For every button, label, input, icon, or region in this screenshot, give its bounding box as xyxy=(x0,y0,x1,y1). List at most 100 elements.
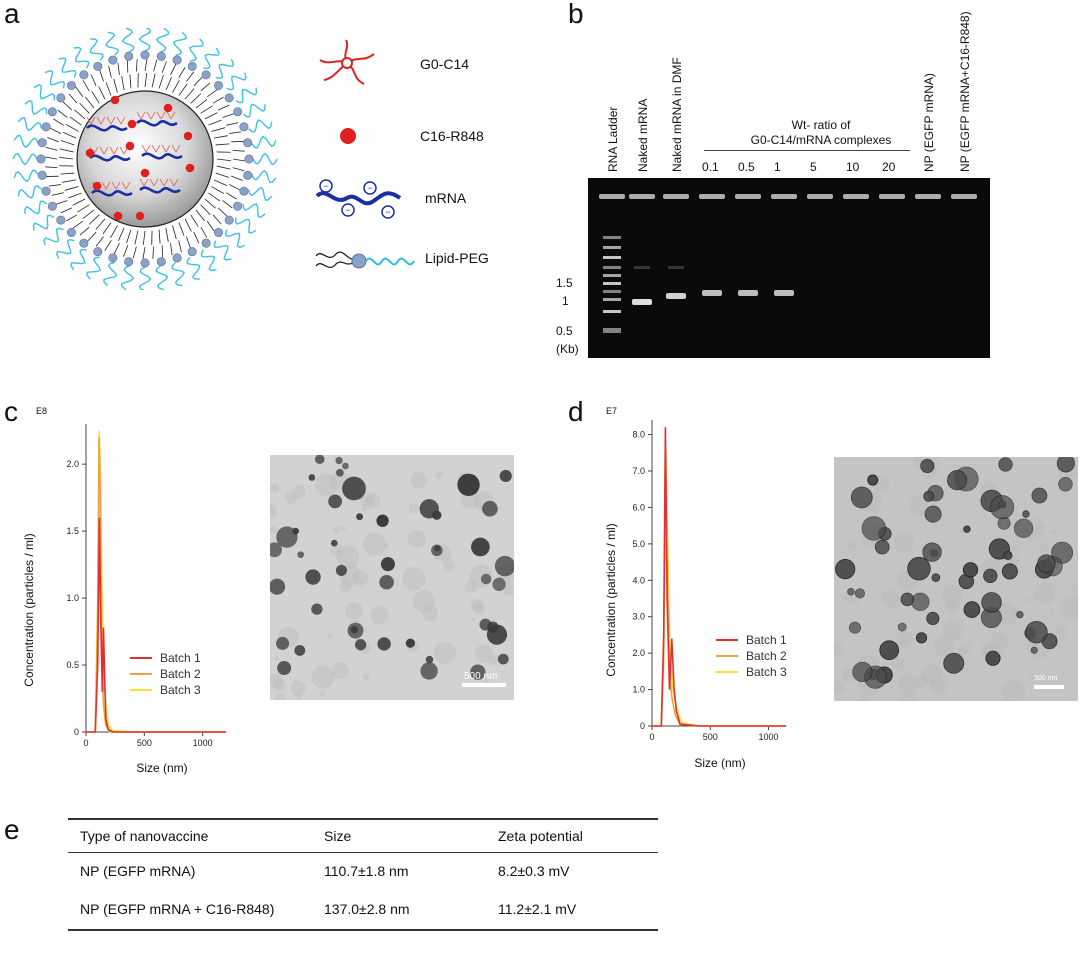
y-tick-label: 4.0 xyxy=(632,575,645,585)
tem-d-scale-label: 500 nm xyxy=(1034,675,1058,682)
legend-item: Batch 2 xyxy=(130,666,201,682)
series-line-batch-1 xyxy=(86,517,226,733)
legend-item: Batch 3 xyxy=(716,664,787,680)
table-header-size: Size xyxy=(312,818,486,853)
gel-lane-label: Naked mRNA in DMF xyxy=(670,57,684,172)
gel-size-1.5: 1.5 xyxy=(556,276,573,290)
peg-corona xyxy=(12,28,278,290)
legend-swatch xyxy=(716,671,738,673)
table-header-type: Type of nanovaccine xyxy=(68,818,312,853)
y-tick-label: 8.0 xyxy=(632,430,645,440)
star-molecule-icon xyxy=(319,39,375,85)
legend-swatch xyxy=(130,673,152,675)
nanovaccine-table: Type of nanovaccine Size Zeta potential … xyxy=(68,818,658,931)
x-tick-label: 0 xyxy=(83,738,88,748)
y-tick-label: 6.0 xyxy=(632,502,645,512)
y-tick-label: 5.0 xyxy=(632,539,645,549)
panel-label-a: a xyxy=(4,0,20,29)
legend-item: Batch 1 xyxy=(716,632,787,648)
panel-label-b: b xyxy=(568,0,584,29)
tem-d-scale-bar xyxy=(1034,685,1064,689)
y-tick-label: 1.0 xyxy=(66,593,79,603)
gel-group-label-line1: Wt- ratio of xyxy=(791,118,851,132)
legend-swatch xyxy=(130,657,152,659)
legend-label: Batch 2 xyxy=(160,667,201,681)
legend-label: Batch 3 xyxy=(746,665,787,679)
panel-label-e: e xyxy=(4,814,20,845)
legend-label: Batch 2 xyxy=(746,649,787,663)
y-tick-label: 1.5 xyxy=(66,526,79,536)
gel-lane-label: Naked mRNA xyxy=(636,98,650,172)
gel-lane-label: RNA Ladder xyxy=(606,106,620,172)
y-tick-label: 2.0 xyxy=(632,648,645,658)
nanoparticle-schematic xyxy=(12,28,278,290)
gel-size-unit: (Kb) xyxy=(556,342,579,356)
legend-label-mrna: mRNA xyxy=(425,190,467,206)
legend-label-lipid-peg: Lipid-PEG xyxy=(425,250,489,266)
gel-group-label: Wt- ratio of G0-C14/mRNA complexes xyxy=(716,118,926,148)
gel-lane-label: 1 xyxy=(774,160,781,174)
gel-group-label-line2: G0-C14/mRNA complexes xyxy=(750,133,892,147)
legend-swatch xyxy=(716,639,738,641)
lipid-peg-icon xyxy=(315,251,415,269)
svg-text:−: − xyxy=(385,207,390,217)
y-tick-label: 1.0 xyxy=(632,685,645,695)
table-cell: 8.2±0.3 mV xyxy=(498,863,570,879)
table-header-zeta: Zeta potential xyxy=(486,818,658,853)
y-tick-label: 2.0 xyxy=(66,459,79,469)
table-cell: 110.7±1.8 nm xyxy=(324,863,409,879)
legend-label: Batch 1 xyxy=(746,633,787,647)
y-tick-label: 7.0 xyxy=(632,466,645,476)
tem-c-scale-bar xyxy=(462,683,506,687)
gel-image xyxy=(588,178,990,358)
lipid-bilayer xyxy=(36,50,254,268)
legend-label-c16r848: C16-R848 xyxy=(420,128,484,144)
red-dot-icon xyxy=(340,128,356,144)
svg-text:−: − xyxy=(345,205,350,215)
y-tick-label: 0.5 xyxy=(66,660,79,670)
tem-image-d: 500 nm xyxy=(834,457,1078,701)
panel-label-c: c xyxy=(4,396,18,427)
legend-item: Batch 3 xyxy=(130,682,201,698)
tem-image-c: 500 nm xyxy=(270,455,514,700)
gel-lane-label: 0.1 xyxy=(702,160,719,174)
chart-c-exponent: E8 xyxy=(36,406,48,416)
panel-label-d: d xyxy=(568,396,584,427)
legend-item: Batch 1 xyxy=(130,650,201,666)
chart-c-ylabel: Concentration (particles / ml) xyxy=(22,533,36,687)
x-tick-label: 500 xyxy=(703,732,718,742)
chart-d-legend: Batch 1 Batch 2 Batch 3 xyxy=(716,632,787,680)
x-tick-label: 0 xyxy=(649,732,654,742)
y-tick-label: 0 xyxy=(640,721,645,731)
x-tick-label: 500 xyxy=(137,738,152,748)
series-line-batch-1 xyxy=(652,427,786,727)
x-tick-label: 1000 xyxy=(193,738,213,748)
y-tick-label: 0 xyxy=(74,727,79,737)
chart-d-exponent: E7 xyxy=(606,406,618,416)
legend-label: Batch 1 xyxy=(160,651,201,665)
gel-lane-label: 0.5 xyxy=(738,160,755,174)
chart-c-xlabel: Size (nm) xyxy=(136,761,188,775)
x-tick-label: 1000 xyxy=(759,732,779,742)
chart-c: 0 0.5 1.0 1.5 2.0 0 500 1000 xyxy=(66,424,226,748)
chart-d-ylabel: Concentration (particles / ml) xyxy=(604,523,618,677)
chart-d: 0 1.0 2.0 3.0 4.0 5.0 6.0 7.0 8.0 0 500 1000 xyxy=(632,420,786,742)
chart-d-xlabel: Size (nm) xyxy=(694,756,746,770)
legend-swatch xyxy=(130,689,152,691)
legend-swatch xyxy=(716,655,738,657)
table-row: NP (EGFP mRNA) 110.7±1.8 nm 8.2±0.3 mV xyxy=(68,853,658,892)
table-cell: 137.0±2.8 nm xyxy=(312,891,486,931)
table-row: NP (EGFP mRNA + C16-R848) 137.0±2.8 nm 1… xyxy=(68,891,658,931)
gel-lane-label: 5 xyxy=(810,160,817,174)
table-cell: NP (EGFP mRNA) xyxy=(80,863,196,879)
gel-size-0.5: 0.5 xyxy=(556,324,573,338)
particle-core xyxy=(76,90,214,228)
y-tick-label: 3.0 xyxy=(632,612,645,622)
core-contents xyxy=(85,95,195,221)
chart-c-legend: Batch 1 Batch 2 Batch 3 xyxy=(130,650,201,698)
gel-size-1: 1 xyxy=(562,294,569,308)
legend-label: Batch 3 xyxy=(160,683,201,697)
table-cell: 11.2±2.1 mV xyxy=(486,891,658,931)
gel-lane-label: 10 xyxy=(846,160,860,174)
tem-c-scale-label: 500 nm xyxy=(464,671,498,682)
